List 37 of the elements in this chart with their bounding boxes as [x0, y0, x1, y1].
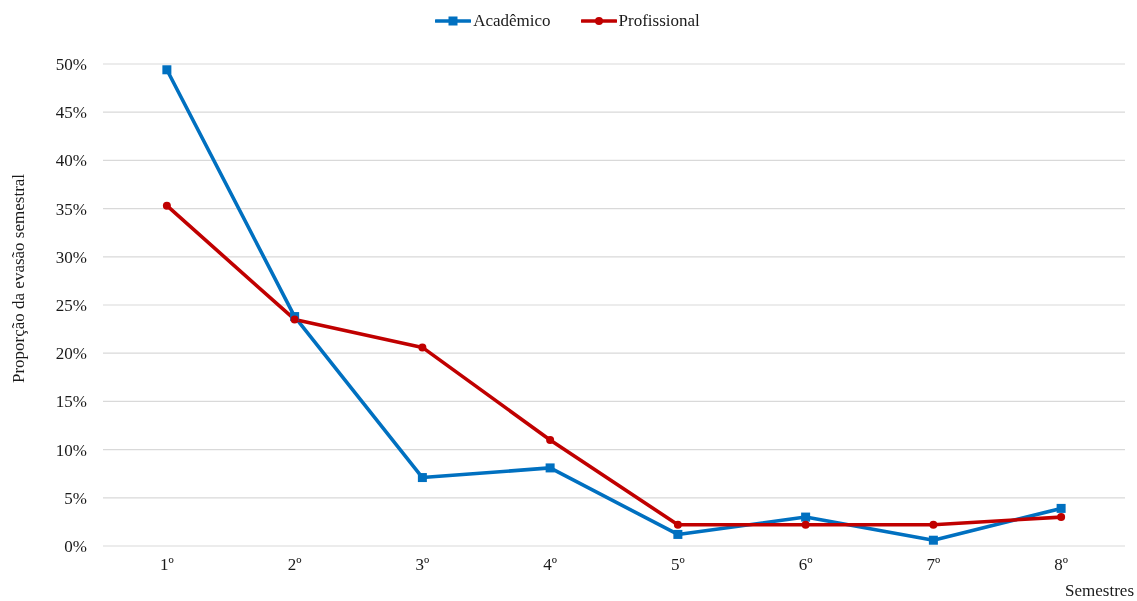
y-tick-label: 20% [55, 344, 87, 364]
y-tick-label: 30% [55, 247, 87, 267]
point [673, 520, 682, 529]
x-tick-label: 1º [159, 555, 174, 575]
y-tick-label: 45% [55, 103, 87, 123]
point [418, 343, 427, 352]
point [801, 512, 811, 522]
x-tick-label: 2º [287, 555, 302, 575]
x-tick-label: 8º [1054, 555, 1069, 575]
y-tick-label: 5% [64, 488, 87, 508]
y-tick-label: 50% [55, 55, 87, 75]
legend-label: Profissional [618, 10, 700, 32]
point [162, 201, 171, 210]
y-tick-label: 35% [55, 199, 87, 219]
point [162, 65, 172, 75]
point [801, 520, 810, 529]
point [545, 463, 555, 473]
y-tick-label: 25% [55, 296, 87, 316]
x-tick-label: 7º [926, 555, 941, 575]
y-tick-label: 40% [55, 151, 87, 171]
y-tick-label: 15% [55, 392, 87, 412]
point [1057, 513, 1066, 522]
y-axis-title: Proporção da evasão semestral [9, 173, 29, 384]
point [546, 435, 555, 444]
point [417, 473, 427, 483]
y-tick-label: 10% [55, 440, 87, 460]
y-tick-label: 0% [64, 537, 87, 557]
x-tick-label: 6º [798, 555, 813, 575]
point [928, 535, 938, 545]
point [1056, 503, 1066, 513]
point [929, 520, 938, 529]
x-axis-title: Semestres [1065, 581, 1134, 600]
x-tick-label: 5º [670, 555, 685, 575]
x-tick-label: 3º [415, 555, 430, 575]
x-tick-label: 4º [543, 555, 558, 575]
legend-label: Acadêmico [473, 10, 551, 32]
point [673, 529, 683, 539]
